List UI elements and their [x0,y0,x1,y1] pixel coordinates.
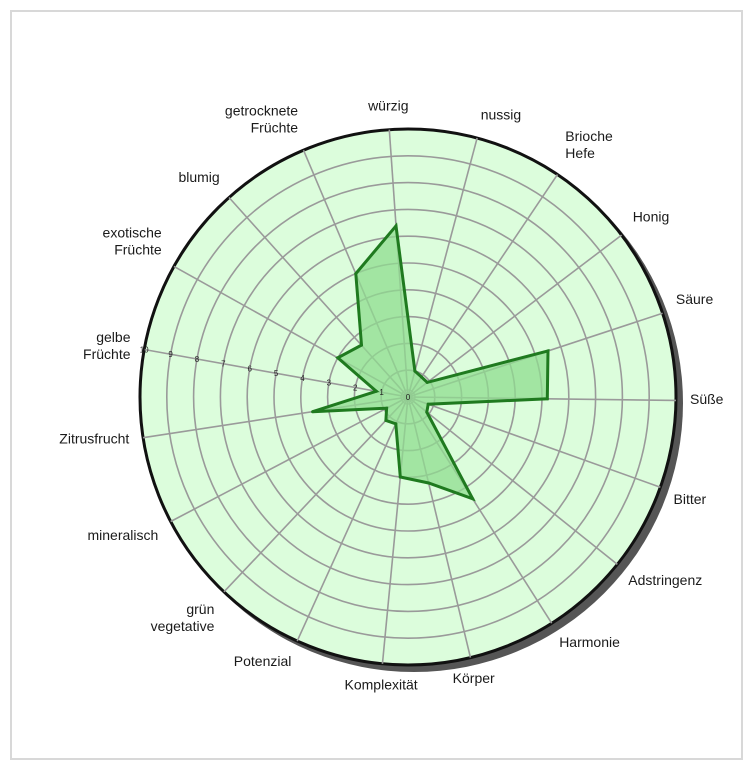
tick-label: 0 [406,393,411,402]
tick-label: 9 [168,350,173,359]
data-point [311,410,315,414]
data-point [413,369,417,373]
tick-label: 5 [274,369,279,378]
data-point [425,410,429,414]
data-point [394,422,398,426]
data-point [420,375,423,379]
data-point [336,356,340,360]
axis-label: Komplexität [345,677,418,693]
data-point [545,397,549,401]
axis-spoke [407,137,478,398]
axis-spoke [407,174,559,398]
data-point [546,349,550,353]
data-polygon [312,222,550,502]
tick-label: 1 [379,388,384,397]
axis-label: Brioche Hefe [565,128,613,161]
axis-label: exotische Früchte [103,225,162,258]
tick-label: 3 [327,379,332,388]
axis-spoke [170,396,409,523]
axis-spoke [223,396,409,593]
grid-ring [166,155,650,639]
outer-ring [138,127,678,667]
axis-label: blumig [178,169,219,185]
axis-label: Bitter [674,491,707,507]
data-point [384,418,388,422]
axis-spoke [407,396,618,565]
axis-spoke [407,396,661,489]
axis-label: mineralisch [87,527,158,543]
axis-label: nussig [481,107,521,123]
data-point [398,475,402,479]
data-point [385,406,389,410]
grid-ring [219,208,597,586]
axis-label: Honig [633,209,670,225]
axis-label: gelbe Früchte [83,329,131,362]
axis-label: Potenzial [234,653,292,669]
data-point [427,481,431,485]
data-point [360,343,363,347]
grid-ring [192,181,624,613]
grid-ring [246,235,570,559]
data-point [426,402,430,406]
axis-label: Adstringenz [628,572,702,588]
tick-label: 6 [247,365,252,374]
tick-label: 8 [195,355,200,364]
data-point [394,224,398,228]
tick-label: 4 [300,374,305,383]
axis-label: Säure [676,291,714,307]
axis-label: würzig [367,98,408,114]
axis-label: getrocknete Früchte [225,102,298,135]
tick-label: 7 [221,360,226,369]
axis-spoke [296,396,409,642]
axis-label: Süße [690,391,724,407]
axis-spoke [407,234,623,398]
data-point [425,380,429,384]
axis-label: grün vegetative [151,601,215,634]
data-point [354,272,358,276]
axis-label: Körper [453,670,495,686]
axis-label: Harmonie [559,634,620,650]
axis-label: Zitrusfrucht [59,430,129,446]
data-point [374,389,378,393]
tick-label: 2 [353,384,358,393]
data-point [471,497,475,501]
axis-spoke [144,348,409,398]
tick-label: 10 [140,346,149,355]
